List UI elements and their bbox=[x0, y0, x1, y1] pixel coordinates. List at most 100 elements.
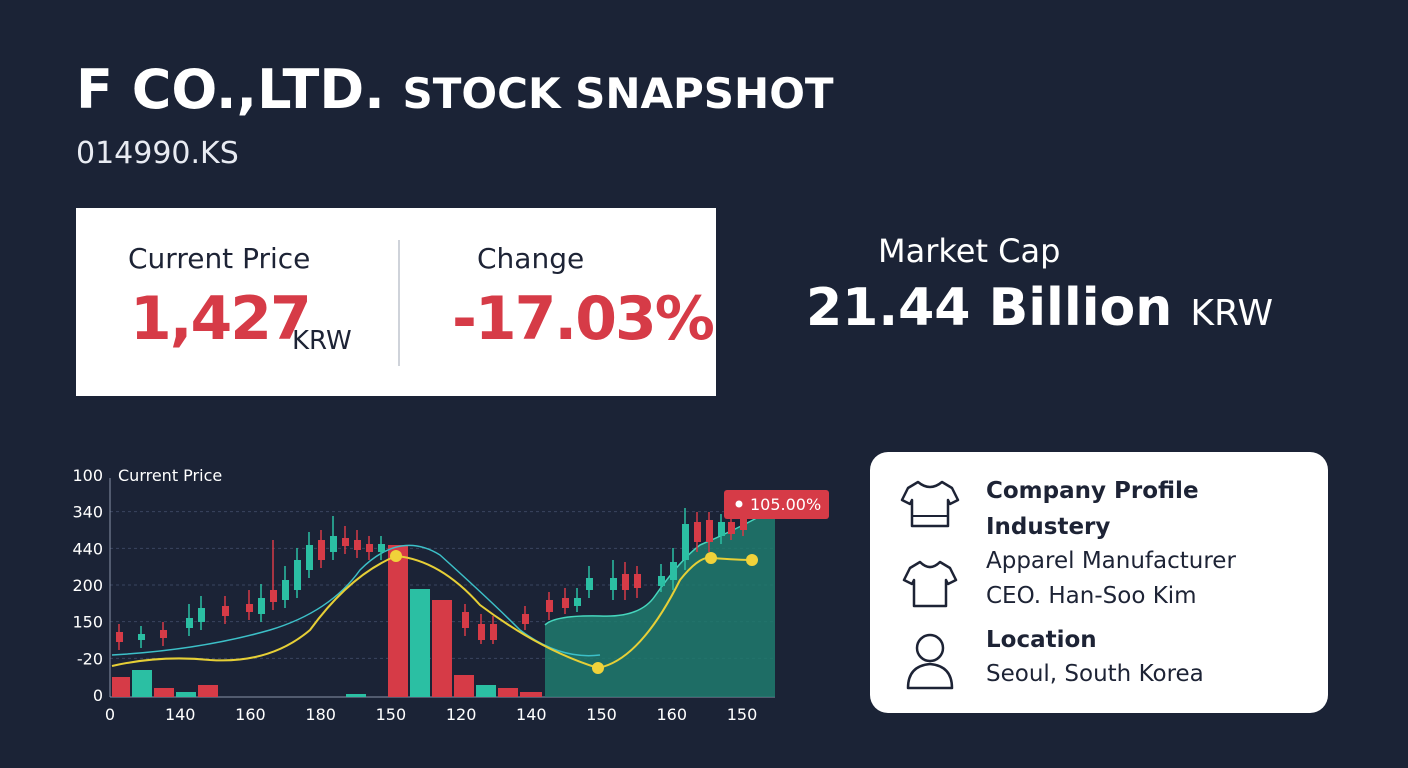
candle bbox=[610, 578, 617, 590]
candle bbox=[462, 612, 469, 628]
chart-label: Current Price bbox=[118, 466, 222, 485]
y-label: 0 bbox=[93, 686, 103, 705]
area bbox=[545, 508, 775, 697]
market-cap-unit: KRW bbox=[1190, 293, 1274, 334]
market-cap: 21.44 Billion KRW bbox=[806, 278, 1273, 338]
x-label: 0 bbox=[105, 705, 115, 724]
market-cap-label: Market Cap bbox=[878, 232, 1061, 270]
candle bbox=[160, 630, 167, 638]
bar bbox=[410, 589, 430, 697]
candle bbox=[562, 598, 569, 608]
candle bbox=[222, 606, 229, 616]
x-label: 160 bbox=[235, 705, 266, 724]
candle bbox=[522, 614, 529, 624]
candle bbox=[670, 562, 677, 580]
profile-title: Company Profile bbox=[986, 478, 1199, 504]
bar bbox=[176, 692, 196, 697]
x-label: 160 bbox=[657, 705, 688, 724]
point bbox=[705, 552, 717, 564]
price-card bbox=[76, 208, 716, 396]
candle bbox=[634, 574, 641, 588]
candle bbox=[138, 634, 145, 640]
person-body bbox=[906, 662, 954, 690]
candle bbox=[490, 624, 497, 640]
bar bbox=[476, 685, 496, 697]
y-label: 200 bbox=[72, 576, 103, 595]
change-label: Change bbox=[477, 242, 585, 275]
candle bbox=[198, 608, 205, 622]
company-name: F CO.,LTD. bbox=[76, 58, 385, 121]
shirt-icon bbox=[900, 480, 960, 528]
candle bbox=[706, 520, 713, 542]
bar bbox=[112, 677, 130, 697]
candle bbox=[478, 624, 485, 640]
person-head bbox=[915, 633, 945, 663]
y-label: 340 bbox=[72, 503, 103, 522]
chart: 150 160 150 140 120 150 180 160 140 00 -20 150 200 44… bbox=[72, 466, 829, 724]
bar bbox=[346, 694, 366, 697]
candle bbox=[116, 632, 123, 642]
bar bbox=[198, 685, 218, 697]
candle bbox=[546, 600, 553, 612]
x-label: 140 bbox=[165, 705, 196, 724]
candle bbox=[682, 524, 689, 560]
badge-dot bbox=[735, 500, 743, 508]
title: F CO.,LTD. STOCK SNAPSHOT bbox=[76, 58, 834, 121]
ceo: CEO. Han-Soo Kim bbox=[986, 583, 1197, 609]
candle bbox=[342, 538, 349, 546]
bar bbox=[520, 692, 542, 697]
bar bbox=[432, 600, 452, 697]
bar bbox=[454, 675, 474, 697]
market-cap-value: 21.44 Billion bbox=[806, 278, 1173, 338]
y-label: 150 bbox=[72, 613, 103, 632]
bar bbox=[388, 545, 408, 697]
candle bbox=[186, 618, 193, 628]
x-label: 180 bbox=[305, 705, 336, 724]
candle bbox=[258, 598, 265, 614]
point bbox=[390, 550, 402, 562]
y-label: -20 bbox=[77, 649, 103, 668]
x-label: 150 bbox=[586, 705, 617, 724]
location-label: Location bbox=[986, 627, 1097, 653]
x-label: 150 bbox=[727, 705, 758, 724]
x-label: 150 bbox=[376, 705, 407, 724]
candle bbox=[306, 545, 313, 570]
candle bbox=[270, 590, 277, 602]
candle bbox=[658, 576, 665, 586]
bar bbox=[132, 670, 152, 697]
cyan-line bbox=[111, 544, 601, 657]
current-price-unit: KRW bbox=[292, 326, 352, 356]
badge bbox=[724, 490, 829, 519]
ticker: 014990.KS bbox=[76, 136, 239, 171]
industry: Apparel Manufacturer bbox=[986, 548, 1236, 574]
candle bbox=[282, 580, 289, 600]
candle bbox=[246, 604, 253, 612]
y-label: 440 bbox=[72, 539, 103, 558]
yellow-line bbox=[111, 554, 753, 670]
bar bbox=[498, 688, 518, 697]
candle bbox=[354, 540, 361, 550]
candle bbox=[622, 574, 629, 590]
candle bbox=[740, 518, 747, 530]
current-price-label: Current Price bbox=[128, 242, 311, 275]
point bbox=[746, 554, 758, 566]
change-value: -17.03% bbox=[452, 284, 715, 354]
divider bbox=[398, 240, 400, 366]
profile-icons bbox=[900, 480, 960, 690]
x-label: 120 bbox=[446, 705, 477, 724]
title-suffix: STOCK SNAPSHOT bbox=[402, 69, 834, 118]
badge-text: 105.00% bbox=[750, 495, 821, 514]
current-price-value: 1,427 bbox=[130, 284, 312, 354]
location: Seoul, South Korea bbox=[986, 661, 1204, 687]
candle bbox=[378, 544, 385, 552]
x-label: 140 bbox=[516, 705, 547, 724]
candle bbox=[694, 522, 701, 542]
candle bbox=[294, 560, 301, 590]
chart-body: 150 160 150 140 120 150 180 160 140 00 -20 150 200 44… bbox=[72, 466, 829, 724]
candle bbox=[330, 536, 337, 552]
candle bbox=[586, 578, 593, 590]
candle bbox=[366, 544, 373, 552]
candle bbox=[728, 522, 735, 534]
candle bbox=[318, 540, 325, 560]
